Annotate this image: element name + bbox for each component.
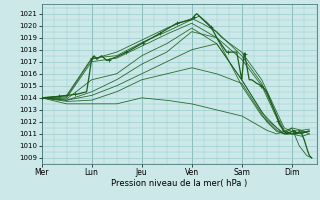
X-axis label: Pression niveau de la mer( hPa ): Pression niveau de la mer( hPa ) xyxy=(111,179,247,188)
